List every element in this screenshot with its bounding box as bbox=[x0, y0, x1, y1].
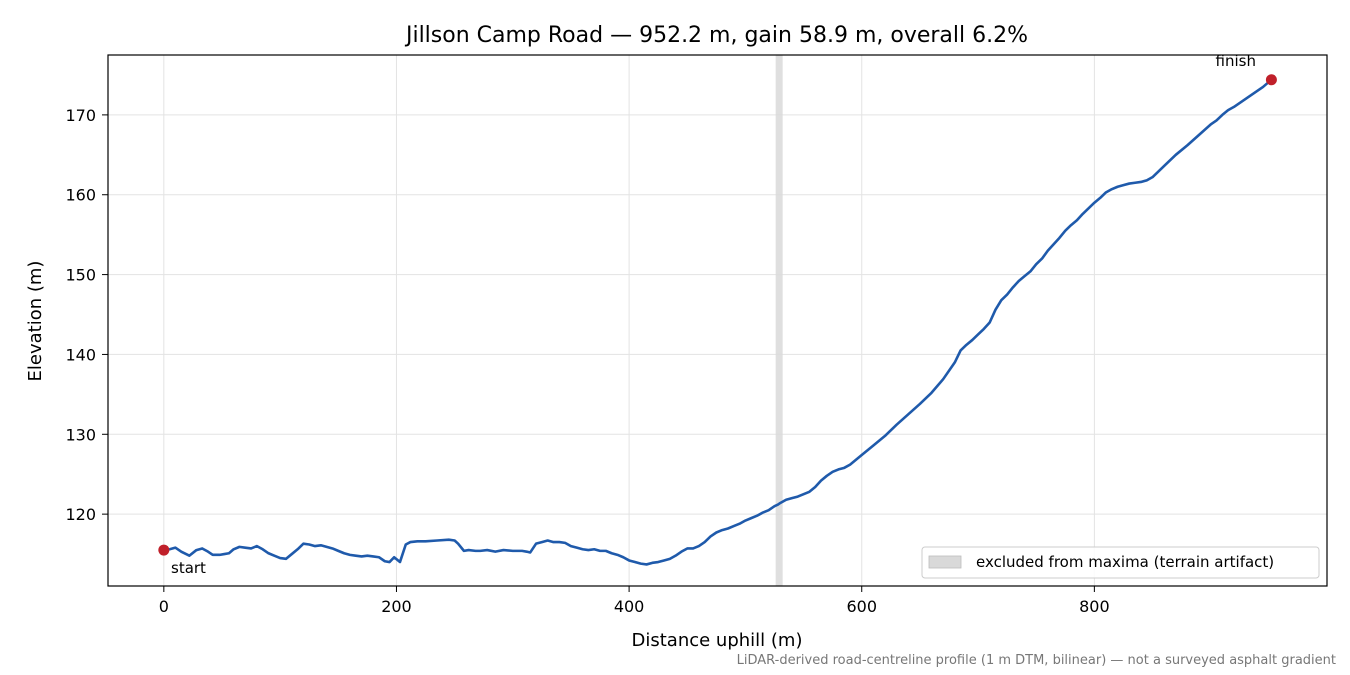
plot-frame bbox=[107, 54, 1328, 587]
marker-layer bbox=[158, 74, 1277, 556]
tick-layer: 0 200 400 600 800 120 130 140 150 160 170 bbox=[65, 106, 1109, 616]
legend-swatch-excluded bbox=[928, 555, 962, 569]
y-tick-label: 120 bbox=[65, 505, 96, 524]
start-marker bbox=[158, 544, 170, 556]
x-tick-label: 800 bbox=[1079, 597, 1110, 616]
y-axis-label: Elevation (m) bbox=[25, 261, 46, 382]
y-tick-label: 130 bbox=[65, 425, 96, 444]
chart-title: Jillson Camp Road — 952.2 m, gain 58.9 m… bbox=[404, 23, 1028, 48]
x-tick-label: 600 bbox=[846, 597, 877, 616]
excluded-band-layer bbox=[775, 55, 783, 586]
x-tick-label: 400 bbox=[614, 597, 645, 616]
finish-label: finish bbox=[1216, 52, 1256, 70]
x-axis-label: Distance uphill (m) bbox=[632, 630, 803, 651]
excluded-band bbox=[775, 55, 783, 586]
x-tick-label: 0 bbox=[159, 597, 169, 616]
legend-box bbox=[921, 546, 1320, 579]
legend: excluded from maxima (terrain artifact) bbox=[921, 546, 1320, 579]
x-tick-label: 200 bbox=[381, 597, 412, 616]
y-tick-label: 150 bbox=[65, 266, 96, 285]
start-label: start bbox=[171, 559, 206, 577]
legend-label-excluded: excluded from maxima (terrain artifact) bbox=[976, 553, 1274, 571]
y-tick-label: 170 bbox=[65, 106, 96, 125]
series-layer bbox=[162, 78, 1273, 566]
elevation-line bbox=[162, 78, 1273, 566]
finish-marker bbox=[1265, 74, 1277, 86]
y-tick-label: 160 bbox=[65, 186, 96, 205]
y-tick-label: 140 bbox=[65, 345, 96, 364]
axes-frame bbox=[107, 54, 1328, 587]
grid bbox=[108, 55, 1327, 586]
footnote: LiDAR-derived road-centreline profile (1… bbox=[737, 653, 1336, 668]
